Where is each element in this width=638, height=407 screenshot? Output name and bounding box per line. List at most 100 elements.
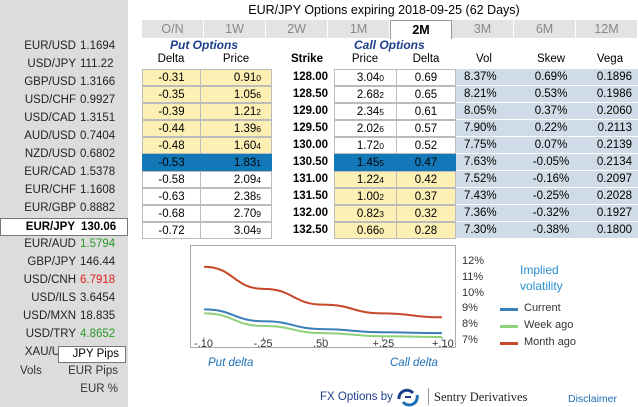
put-delta-cell: -0.72 <box>142 222 200 239</box>
pair-rate: 18.835 <box>80 310 116 322</box>
tab-3m[interactable]: 3M <box>452 20 514 38</box>
currency-pair-gbp-jpy[interactable]: GBP/JPY 146.44 <box>0 254 128 272</box>
tab-12m[interactable]: 12M <box>576 20 638 38</box>
call-delta-cell: 0.37 <box>396 188 456 205</box>
put-delta-label: Put delta <box>208 357 254 369</box>
put-price-cell-value: 1.60 <box>233 140 257 152</box>
put-delta-cell: -0.31 <box>142 69 200 86</box>
skew-cell-value: 0.37% <box>534 105 568 117</box>
vol-cell: 7.30% <box>456 222 520 239</box>
legend-label: Month ago <box>524 336 576 348</box>
vega-cell-value: 0.1927 <box>596 207 632 219</box>
pair-rate: 1.1694 <box>80 40 116 52</box>
table-row[interactable]: -0.58 2.094 131.00 1.224 0.42 7.52% -0.16% 0.20… <box>142 171 638 188</box>
currency-pair-usd-try[interactable]: USD/TRY 4.8652 <box>0 326 128 344</box>
put-price-cell-value: 1.21 <box>233 106 257 118</box>
currency-pair-eur-cad[interactable]: EUR/CAD 1.5378 <box>0 164 128 182</box>
pair-rate: 0.6802 <box>80 148 116 160</box>
disclaimer-link[interactable]: Disclaimer <box>568 393 618 405</box>
jpy-pips-button[interactable]: JPY Pips <box>58 346 126 363</box>
vol-cell: 7.63% <box>456 154 520 171</box>
call-price-cell-value: 2.68 <box>356 89 380 101</box>
eur-pips-button[interactable]: EUR Pips <box>68 365 118 377</box>
tab-on[interactable]: O/N <box>142 20 204 38</box>
put-price-cell: 2.709 <box>200 205 272 222</box>
currency-pair-usd-ils[interactable]: USD/ILS 3.6454 <box>0 290 128 308</box>
table-row[interactable]: -0.72 3.049 132.50 0.660 0.28 7.30% -0.38% 0.18… <box>142 222 638 239</box>
vol-cell-value: 7.30% <box>464 224 497 236</box>
vega-cell-value: 0.1800 <box>596 224 632 236</box>
put-price-cell: 1.831 <box>200 154 272 171</box>
currency-pair-usd-jpy[interactable]: USD/JPY 111.22 <box>0 56 128 74</box>
tab-1m[interactable]: 1M <box>328 20 390 38</box>
table-row[interactable]: -0.31 0.910 128.00 3.040 0.69 8.37% 0.69% 0.189… <box>142 69 638 86</box>
sentry-logo-icon <box>397 388 419 407</box>
col-put-price: Price <box>222 53 250 65</box>
y-tick-label: 12% <box>462 255 485 267</box>
pip-digit: 4 <box>256 175 261 185</box>
skew-cell: 0.37% <box>520 103 582 120</box>
table-row[interactable]: -0.68 2.709 132.00 0.823 0.32 7.36% -0.32% 0.19… <box>142 205 638 222</box>
currency-pair-eur-jpy[interactable]: EUR/JPY 130.06 <box>0 218 128 236</box>
expiry-tabs: O/N 1W 2W 1M 2M 3M 6M 12M <box>142 20 638 39</box>
call-delta-cell: 0.69 <box>396 69 456 86</box>
call-price-cell-value: 0.82 <box>356 208 380 220</box>
strike-cell-value: 132.50 <box>292 224 328 236</box>
y-tick-label: 10% <box>462 286 485 299</box>
table-row[interactable]: -0.39 1.212 129.00 2.345 0.61 8.05% 0.37% 0.206… <box>142 103 638 120</box>
legend-swatch <box>500 342 518 345</box>
pair-rate: 1.3151 <box>80 112 116 124</box>
call-delta-cell-value: 0.37 <box>414 191 438 203</box>
currency-pair-gbp-usd[interactable]: GBP/USD 1.3166 <box>0 74 128 92</box>
call-delta-cell-value: 0.57 <box>414 123 438 135</box>
currency-pair-aud-usd[interactable]: AUD/USD 0.7404 <box>0 128 128 146</box>
pair-name: NZD/USD <box>24 148 76 160</box>
put-price-cell-value: 0.91 <box>233 72 257 84</box>
pip-digit: 9 <box>256 209 261 219</box>
currency-pair-eur-chf[interactable]: EUR/CHF 1.1608 <box>0 182 128 200</box>
strike-cell-value: 130.00 <box>292 139 328 151</box>
pip-digit: 2 <box>256 107 261 117</box>
put-delta-cell-value: -0.35 <box>158 89 185 101</box>
vol-cell-value: 7.52% <box>464 173 497 185</box>
strike-cell-value: 131.50 <box>292 190 328 202</box>
vols-label: Vols <box>20 365 42 377</box>
pip-digit: 4 <box>379 175 384 185</box>
put-price-cell: 1.212 <box>200 103 272 120</box>
strike-cell: 129.00 <box>272 103 334 120</box>
skew-cell-value: -0.25% <box>532 190 570 202</box>
table-row[interactable]: -0.48 1.604 130.00 1.720 0.52 7.75% 0.07% 0.213… <box>142 137 638 154</box>
call-price-cell: 1.720 <box>334 137 396 154</box>
tab-2w[interactable]: 2W <box>266 20 328 38</box>
tab-2m[interactable]: 2M <box>390 20 452 39</box>
series-line-month-ago <box>203 265 443 319</box>
call-price-cell-value: 3.04 <box>356 72 380 84</box>
currency-pair-eur-gbp[interactable]: EUR/GBP 0.8882 <box>0 200 128 218</box>
put-price-cell-value: 1.39 <box>233 123 257 135</box>
currency-pair-nzd-usd[interactable]: NZD/USD 0.6802 <box>0 146 128 164</box>
currency-pair-usd-chf[interactable]: USD/CHF 0.9927 <box>0 92 128 110</box>
currency-pair-usd-cad[interactable]: USD/CAD 1.3151 <box>0 110 128 128</box>
call-price-cell: 3.040 <box>334 69 396 86</box>
tab-1w[interactable]: 1W <box>204 20 266 38</box>
table-row[interactable]: -0.63 2.385 131.50 1.002 0.37 7.43% -0.25% 0.20… <box>142 188 638 205</box>
tab-6m[interactable]: 6M <box>514 20 576 38</box>
page-title: EUR/JPY Options expiring 2018-09-25 (62 … <box>248 3 520 17</box>
table-row[interactable]: -0.35 1.056 128.50 2.682 0.65 8.21% 0.53% 0.198… <box>142 86 638 103</box>
table-row[interactable]: -0.44 1.396 129.50 2.026 0.57 7.90% 0.22% 0.211… <box>142 120 638 137</box>
table-row[interactable]: -0.53 1.831 130.50 1.455 0.47 7.63% -0.05% 0.21… <box>142 154 638 171</box>
currency-pair-eur-usd[interactable]: EUR/USD 1.1694 <box>0 38 128 56</box>
legend-title: Implied volatility <box>520 263 563 293</box>
vol-cell: 7.43% <box>456 188 520 205</box>
put-delta-cell-value: -0.31 <box>158 72 185 84</box>
put-price-cell: 1.604 <box>200 137 272 154</box>
call-options-header: Call Options <box>354 38 425 52</box>
call-price-cell: 2.345 <box>334 103 396 120</box>
currency-pair-eur-aud[interactable]: EUR/AUD 1.5794 <box>0 236 128 254</box>
call-price-cell-value: 1.45 <box>356 157 380 169</box>
eur-percent-button[interactable]: EUR % <box>80 383 118 395</box>
currency-pair-usd-cnh[interactable]: USD/CNH 6.7918 <box>0 272 128 290</box>
vega-cell: 0.1986 <box>582 86 638 103</box>
currency-pair-usd-mxn[interactable]: USD/MXN 18.835 <box>0 308 128 326</box>
put-price-cell-value: 2.70 <box>233 208 257 220</box>
